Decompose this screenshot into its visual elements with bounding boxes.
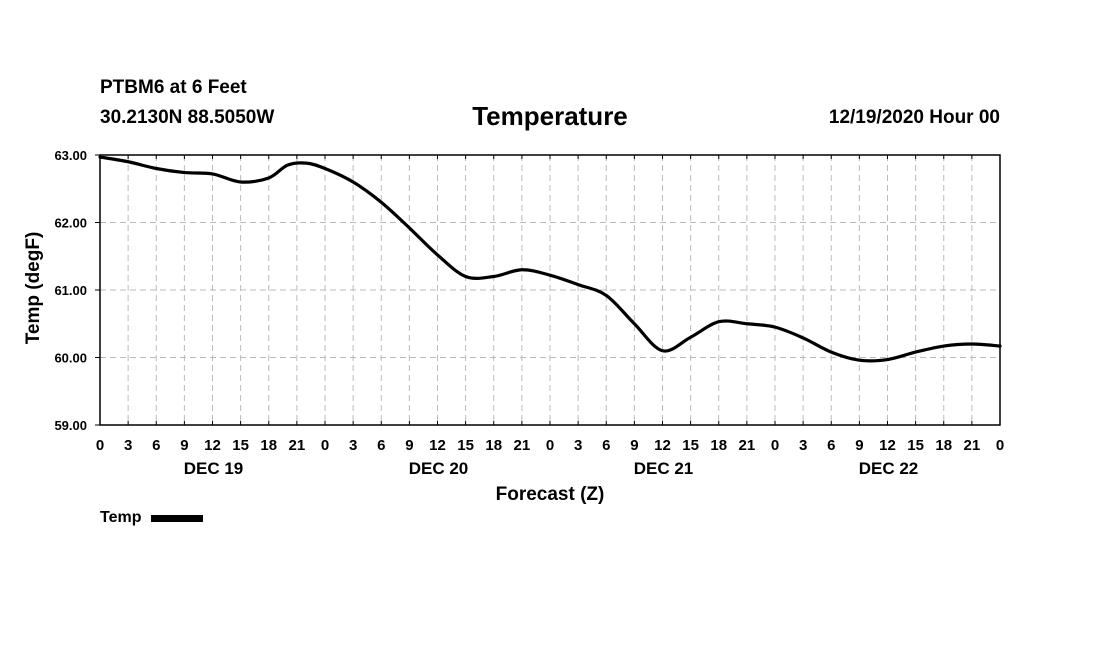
x-tick-label: 9 (855, 437, 863, 454)
day-label: DEC 20 (409, 459, 469, 478)
y-tick-label: 60.00 (54, 351, 87, 366)
day-label: DEC 19 (184, 459, 244, 478)
temp-series-line (98, 155, 1002, 363)
x-tick-label: 21 (964, 437, 981, 454)
x-tick-label: 18 (485, 437, 502, 454)
x-tick-label: 3 (799, 437, 807, 454)
x-tick-label: 9 (405, 437, 413, 454)
x-tick-label: 9 (180, 437, 188, 454)
chart-title: Temperature (472, 101, 628, 131)
x-tick-label: 0 (96, 437, 104, 454)
legend: Temp (100, 509, 204, 527)
x-tick-label: 15 (232, 437, 249, 454)
x-axis-day-labels: DEC 19 DEC 20 DEC 21 DEC 22 (184, 459, 919, 478)
x-tick-label: 3 (124, 437, 132, 454)
day-label: DEC 21 (634, 459, 694, 478)
station-coordinates: 30.2130N 88.5050W (100, 107, 275, 128)
x-tick-label: 3 (349, 437, 357, 454)
x-tick-label: 0 (546, 437, 554, 454)
x-tick-label: 9 (630, 437, 638, 454)
x-tick-label: 21 (514, 437, 531, 454)
legend-label: Temp (100, 509, 142, 526)
x-tick-label: 6 (152, 437, 160, 454)
x-tick-label: 18 (260, 437, 277, 454)
x-axis-title: Forecast (Z) (496, 484, 605, 505)
axis-ticks (95, 154, 1001, 426)
station-label: PTBM6 at 6 Feet (100, 77, 247, 98)
y-tick-label: 63.00 (54, 148, 87, 163)
x-tick-label: 12 (204, 437, 221, 454)
x-tick-label: 12 (429, 437, 446, 454)
forecast-datetime: 12/19/2020 Hour 00 (828, 107, 1000, 128)
x-tick-label: 15 (682, 437, 699, 454)
x-tick-label: 3 (574, 437, 582, 454)
x-tick-label: 18 (710, 437, 727, 454)
x-tick-label: 0 (996, 437, 1004, 454)
y-axis-title: Temp (degF) (23, 232, 44, 345)
day-label: DEC 22 (859, 459, 919, 478)
x-tick-label: 6 (377, 437, 385, 454)
x-tick-label: 15 (457, 437, 474, 454)
y-axis-tick-labels: 59.00 60.00 61.00 62.00 63.00 (54, 148, 87, 433)
legend-swatch (151, 514, 204, 522)
x-tick-label: 21 (289, 437, 306, 454)
x-tick-label: 0 (321, 437, 329, 454)
x-tick-label: 6 (827, 437, 835, 454)
x-tick-label: 12 (879, 437, 896, 454)
x-tick-label: 6 (602, 437, 610, 454)
y-tick-label: 62.00 (54, 216, 87, 231)
x-tick-label: 12 (654, 437, 671, 454)
x-tick-label: 0 (771, 437, 779, 454)
y-tick-label: 61.00 (54, 283, 87, 298)
x-tick-label: 15 (907, 437, 924, 454)
x-tick-label: 18 (935, 437, 952, 454)
chart-grid (100, 155, 1000, 425)
x-axis-tick-labels: 0 3 6 9 12 15 18 21 0 3 6 9 12 15 18 21 0 3 6 9 12 15 18 21 0 3 6 9… (96, 437, 1004, 454)
y-tick-label: 59.00 (54, 418, 87, 433)
x-tick-label: 21 (739, 437, 756, 454)
